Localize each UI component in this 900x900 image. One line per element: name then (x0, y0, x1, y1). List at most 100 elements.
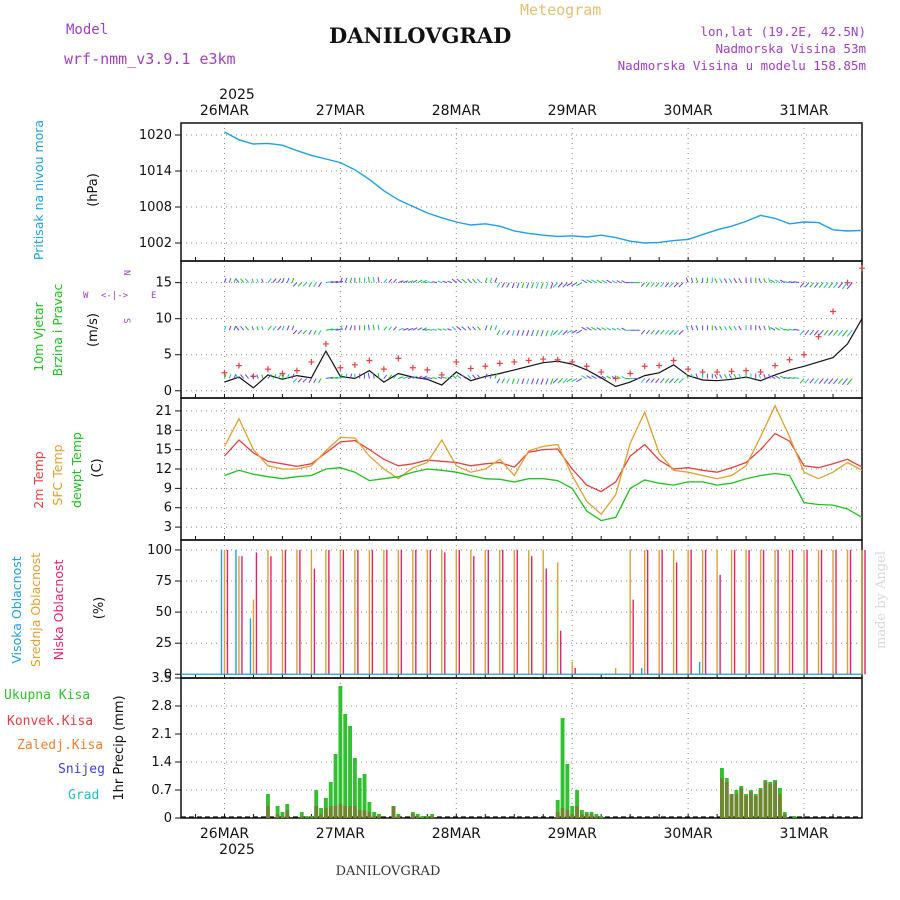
precip-conv-bar (753, 796, 758, 818)
wind-arrow (540, 378, 544, 385)
wind-arrow (412, 375, 418, 379)
wind-compass: W <-|-> E N S (83, 270, 156, 323)
wind-arrow (723, 278, 728, 283)
wind-arrow (650, 282, 655, 287)
wind-gust-marker (815, 333, 822, 340)
wind-arrow (799, 329, 805, 336)
wind-arrow (581, 326, 587, 331)
wind-arrow (377, 324, 380, 331)
wind-arrow (244, 374, 250, 379)
legend-tsfc: SFC Temp (50, 444, 65, 505)
precip-conv-bar (430, 816, 435, 818)
wind-arrow (291, 277, 295, 283)
precip-total-bar (319, 808, 323, 818)
wind-arrow (402, 327, 409, 331)
precip-conv-bar (565, 810, 570, 818)
wind-arrow (383, 374, 388, 379)
meteogram-label: Meteogram (520, 1, 601, 19)
wind-arrow (758, 277, 762, 283)
wind-arrow (723, 374, 728, 379)
top-day-label: 27MAR (316, 103, 365, 119)
wind-gust-marker (786, 356, 793, 363)
y-tick-label: 3.5 (151, 671, 172, 686)
wind-arrow (461, 278, 467, 284)
wind-gust-marker (235, 362, 242, 369)
wind-arrow (447, 280, 452, 284)
wind-arrow (393, 278, 397, 283)
wind-arrow (616, 375, 621, 379)
precip-total-bar (420, 816, 425, 818)
wind-arrow (432, 377, 438, 380)
wind-arrow (813, 282, 819, 288)
wind-arrow (228, 278, 232, 283)
wind-arrow (372, 372, 375, 379)
wind-arrow (292, 378, 298, 383)
legend-wind1: 10m Vjetar (31, 301, 46, 371)
wind-arrow (531, 378, 535, 385)
wind-arrow (272, 278, 277, 283)
wind-arrow (783, 328, 790, 331)
bottom-day-label: 29MAR (548, 826, 597, 842)
y-tick-label: 0 (164, 811, 172, 826)
wind-arrow (611, 327, 616, 331)
wind-arrow (606, 375, 612, 379)
wind-arrow (695, 325, 699, 331)
wind-arrow (695, 277, 699, 283)
wind-arrow (540, 282, 544, 289)
wind-gust-marker (656, 362, 663, 369)
wind-gust-marker (685, 366, 692, 373)
wind-arrow (576, 329, 583, 334)
precip-total-bar (352, 758, 357, 818)
legend-t2m: 2m Temp (31, 451, 46, 508)
precip-total-bar (299, 812, 304, 818)
precip-conv-bar (410, 814, 415, 818)
wind-arrow (841, 282, 848, 290)
precip-total-bar (280, 812, 285, 818)
wind-arrow (277, 278, 282, 283)
wind-arrow (728, 374, 733, 379)
cloud-bars (181, 549, 866, 675)
precip-conv-bar (579, 814, 584, 818)
wind-arrow (621, 280, 626, 284)
wind-arrow (244, 325, 250, 331)
y-tick-label: 2.1 (151, 727, 172, 742)
wind-arrow (267, 278, 272, 283)
svg-text:S: S (121, 318, 131, 323)
wind-arrow (335, 280, 344, 284)
wind-arrow (286, 373, 290, 379)
temp-2m-line (224, 432, 863, 493)
wind-arrow (261, 374, 264, 379)
wind-arrow (489, 373, 493, 379)
wind-arrow (779, 279, 785, 284)
wind-arrow (476, 278, 481, 283)
wind-arrow (562, 329, 568, 336)
wind-arrow (325, 280, 334, 284)
precip-conv-bar (560, 808, 565, 818)
precip-conv-bar (777, 794, 782, 818)
wind-arrow (571, 329, 578, 334)
wind-arrow (837, 378, 844, 385)
precip-conv-bar (724, 782, 729, 818)
precip-conv-bar (367, 812, 372, 818)
wind-arrow (571, 282, 578, 287)
wind-arrow (302, 378, 307, 383)
precip-conv-bar (575, 806, 579, 818)
pressure-panel: 1002 1008 1014 1020 (139, 122, 863, 262)
wind-gust-marker (351, 361, 358, 368)
wind-arrow (690, 277, 694, 283)
wind-arrow (344, 373, 348, 379)
wind-arrow (775, 327, 781, 331)
wind-gust-marker (424, 366, 431, 373)
wind-arrow (235, 325, 240, 331)
wind-arrow (833, 282, 839, 289)
wind-arrow (645, 378, 650, 383)
wind-arrow (545, 330, 549, 337)
wind-arrow (591, 326, 597, 331)
wind-arrow (516, 282, 520, 289)
wind-arrow (660, 282, 665, 288)
precip-conv-bar (372, 816, 377, 818)
wind-arrow (467, 278, 472, 283)
wind-arrow (417, 375, 423, 379)
wind-arrow (783, 377, 790, 380)
wind-arrow (297, 378, 303, 383)
